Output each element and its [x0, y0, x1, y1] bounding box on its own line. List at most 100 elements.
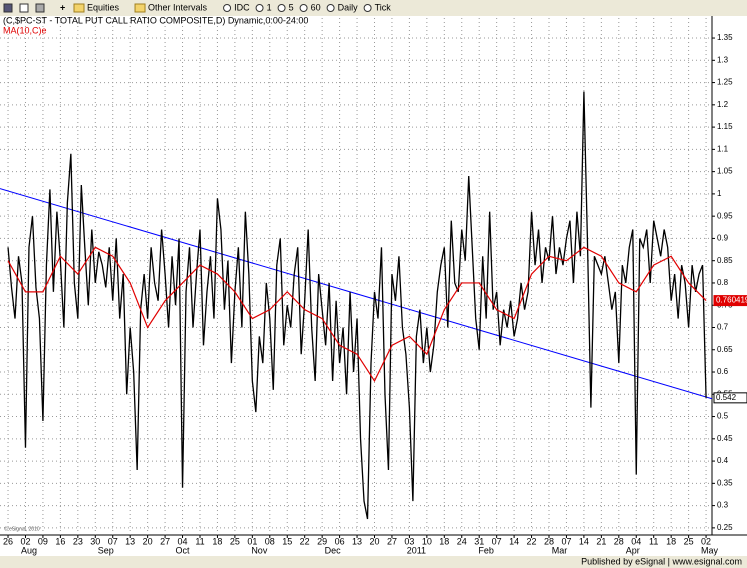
y-tick-label: 1.1: [717, 144, 729, 153]
x-tick-label: 27: [160, 536, 170, 546]
y-tick-label: 1.25: [717, 78, 733, 87]
x-tick-label: 07: [492, 536, 502, 546]
month-label: Dec: [325, 545, 342, 555]
x-tick-label: 29: [317, 536, 327, 546]
x-tick-label: 08: [265, 536, 275, 546]
x-tick-label: 23: [73, 536, 83, 546]
x-tick-label: 15: [282, 536, 292, 546]
x-tick-label: 13: [352, 536, 362, 546]
y-tick-label: 0.85: [717, 256, 733, 265]
x-tick-label: 31: [474, 536, 484, 546]
x-tick-label: 20: [369, 536, 379, 546]
x-tick-label: 02: [701, 536, 711, 546]
month-label: Aug: [21, 545, 37, 555]
marks: 0.542 0.760419: [0, 91, 747, 520]
x-tick-label: 20: [143, 536, 153, 546]
x-tick-label: 07: [561, 536, 571, 546]
y-tick-label: 0.35: [717, 478, 733, 487]
x-tick-label: 24: [457, 536, 467, 546]
folder-icon: [73, 3, 85, 13]
folder-icon: [134, 3, 146, 13]
y-tick-label: 0.5: [717, 412, 729, 421]
y-tick-label: 0.45: [717, 434, 733, 443]
trend-line: [0, 188, 713, 400]
toolbar-button[interactable]: 1: [267, 2, 272, 12]
x-tick-label: 21: [596, 536, 606, 546]
clock-icon: [299, 4, 308, 12]
month-label: Oct: [176, 545, 191, 555]
month-label: May: [701, 545, 719, 555]
x-tick-label: 06: [335, 536, 345, 546]
chart-title: (C,$PC-ST - TOTAL PUT CALL RATIO COMPOSI…: [3, 15, 308, 25]
clock-icon: [255, 4, 264, 12]
y-tick-label: 0.65: [717, 345, 733, 354]
y-tick-label: 0.7: [717, 323, 729, 332]
y-tick-label: 0.8: [717, 278, 729, 287]
x-tick-label: 14: [509, 536, 519, 546]
x-tick-label: 25: [684, 536, 694, 546]
footer-bar: [0, 556, 747, 568]
y-tick-label: 0.25: [717, 523, 733, 532]
y-tick-label: 1.3: [717, 55, 729, 64]
x-tick-label: 27: [387, 536, 397, 546]
x-tick-label: 30: [90, 536, 100, 546]
toolbar-icon: [19, 3, 29, 13]
watermark: © eSignal, 2010: [4, 525, 40, 532]
month-label: Sep: [98, 545, 114, 555]
x-tick-label: 25: [230, 536, 240, 546]
month-label: 2011: [407, 545, 426, 555]
x-tick-label: 11: [649, 536, 658, 546]
toolbar-icon: +: [60, 2, 65, 12]
clock-icon: [326, 4, 335, 12]
toolbar-items: + Equities Other Intervals IDC 1 5 60 Daily Tick: [3, 2, 392, 13]
clock-icon: [223, 4, 232, 12]
toolbar-button[interactable]: 60: [311, 2, 321, 12]
y-tick-label: 0.6: [717, 367, 729, 376]
footer-text: Published by eSignal | www.esignal.com: [581, 556, 742, 566]
x-tick-label: 18: [439, 536, 449, 546]
toolbar-button[interactable]: Other Intervals: [148, 2, 208, 12]
x-tick-label: 28: [614, 536, 624, 546]
x-tick-label: 22: [527, 536, 537, 546]
x-tick-label: 18: [666, 536, 676, 546]
x-tick-label: 14: [579, 536, 589, 546]
month-label: Feb: [478, 545, 494, 555]
month-label: Nov: [251, 545, 268, 555]
last-value-label: 0.542: [716, 393, 737, 402]
x-tick-label: 01: [247, 536, 257, 546]
last-value-box: [713, 295, 747, 307]
x-tick-label: 03: [404, 536, 414, 546]
toolbar-button[interactable]: Equities: [87, 2, 120, 12]
y-tick-label: 0.9: [717, 234, 729, 243]
toolbar-icon: [3, 3, 13, 13]
toolbar-button[interactable]: IDC: [234, 2, 250, 12]
series-line: [7, 91, 707, 520]
last-value-box: [713, 392, 747, 404]
y-tick-label: 0.95: [717, 211, 733, 220]
x-tick-label: 18: [212, 536, 222, 546]
series-line: [7, 246, 707, 383]
y-tick-label: 0.4: [717, 456, 729, 465]
month-label: Mar: [552, 545, 568, 555]
x-tick-label: 07: [108, 536, 118, 546]
toolbar-icon: [35, 3, 45, 13]
toolbar: [0, 0, 747, 16]
y-tick-label: 1: [717, 189, 722, 198]
toolbar-button[interactable]: 5: [289, 2, 294, 12]
y-tick-label: 1.35: [717, 33, 733, 42]
x-tick-label: 11: [195, 536, 204, 546]
x-tick-label: 10: [422, 536, 432, 546]
x-tick-label: 09: [38, 536, 48, 546]
toolbar-button[interactable]: Daily: [338, 2, 359, 12]
toolbar-button[interactable]: Tick: [375, 2, 392, 12]
y-tick-label: 1.2: [717, 100, 729, 109]
grid: 0.250.30.350.40.450.50.550.60.650.70.750…: [0, 18, 733, 555]
x-tick-label: 16: [55, 536, 65, 546]
x-tick-label: 28: [544, 536, 554, 546]
y-tick-label: 1.15: [717, 122, 733, 131]
last-value-label: 0.760419: [716, 296, 747, 305]
x-tick-label: 02: [20, 536, 30, 546]
x-tick-label: 13: [125, 536, 135, 546]
clock-icon: [363, 4, 372, 12]
